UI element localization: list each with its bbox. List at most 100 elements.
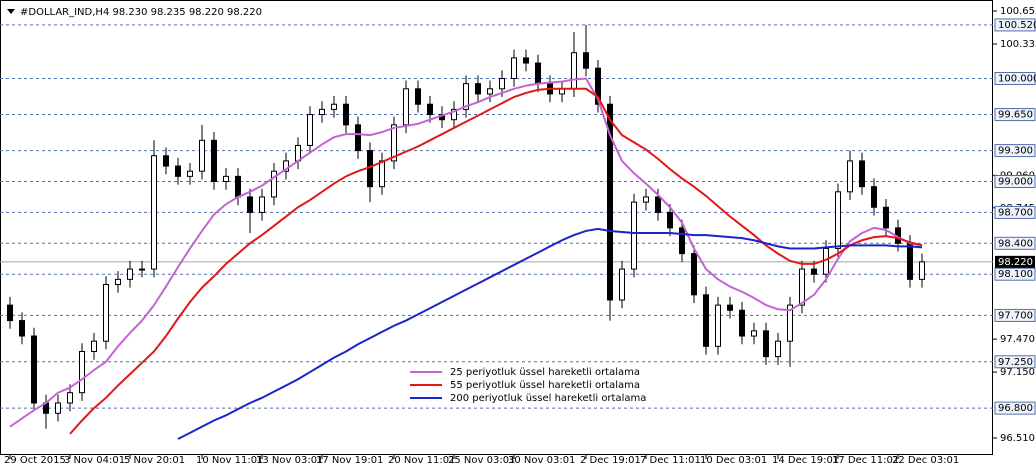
candle-body (199, 139, 205, 172)
candle-body (571, 52, 577, 90)
level-label-box (994, 18, 1036, 32)
candle-body (583, 52, 589, 69)
candle-body (835, 191, 841, 249)
level-label: 99.650 (998, 110, 1033, 121)
level-label: 97.250 (998, 357, 1033, 368)
candle-body (283, 160, 289, 172)
candle-body (403, 88, 409, 126)
ma-line (69, 87, 923, 435)
level-label-box (994, 308, 1036, 322)
x-tick-label: 5 Nov 20:01 (124, 455, 185, 466)
candle-body (355, 124, 361, 152)
candle-body (391, 124, 397, 162)
y-tick-label: 100.655 (1000, 6, 1036, 17)
candle-body (331, 103, 337, 110)
candle-body (319, 108, 325, 116)
x-tick-label: 14 Dec 19:01 (772, 455, 839, 466)
level-label-box (994, 144, 1036, 158)
candle-body (523, 57, 529, 64)
candle-body (847, 160, 853, 193)
candle-body (79, 350, 85, 394)
candle-body (379, 160, 385, 188)
candle-body (307, 114, 313, 146)
x-tick-label: 30 Nov 03:01 (508, 455, 575, 466)
candle-body (427, 103, 433, 116)
candle-body (415, 88, 421, 105)
candle-body (919, 261, 925, 280)
candle-body (151, 155, 157, 270)
marks (7, 24, 925, 440)
candle-body (619, 268, 625, 301)
candle-body (799, 268, 805, 306)
candle-body (499, 77, 505, 90)
level-label-box (994, 205, 1036, 219)
legend-label: 55 periyotluk üssel hareketli ortalama (450, 380, 640, 391)
candle-body (535, 62, 541, 85)
candle-body (871, 186, 877, 208)
candle-body (511, 57, 517, 79)
level-label: 98.100 (998, 269, 1033, 280)
candle-body (343, 103, 349, 126)
candle-body (223, 175, 229, 183)
level-label: 97.700 (998, 310, 1033, 321)
x-tick-label: 17 Dec 11:01 (832, 455, 899, 466)
candle-body (139, 268, 145, 271)
candle-body (115, 278, 121, 286)
candle-body (187, 170, 193, 177)
candle-body (127, 268, 133, 280)
x-tick-label: 13 Nov 03:01 (256, 455, 323, 466)
candle-body (643, 196, 649, 203)
level-label: 100.000 (998, 73, 1036, 84)
candle-body (67, 392, 73, 404)
candle-body (703, 294, 709, 347)
candle-body (103, 284, 109, 342)
level-label: 98.700 (998, 207, 1033, 218)
candle-body (91, 340, 97, 352)
candle-body (451, 108, 457, 121)
candle-body (163, 155, 169, 167)
candle-body (259, 196, 265, 213)
candle-body (667, 211, 673, 229)
level-label-box (994, 71, 1036, 85)
level-label: 99.300 (998, 146, 1033, 157)
candle-body (271, 170, 277, 198)
y-tick-label: 96.510 (1000, 433, 1035, 444)
x-tick-label: 29 Oct 2015 (4, 455, 66, 466)
candle-body (859, 160, 865, 188)
candle-body (763, 330, 769, 358)
level-label-box (994, 108, 1036, 122)
level-label-box (994, 175, 1036, 189)
candle-body (631, 201, 637, 270)
candle-body (607, 103, 613, 301)
x-tick-label: 7 Dec 11:01 (640, 455, 701, 466)
level-label-box (994, 267, 1036, 281)
candle-body (727, 304, 733, 311)
x-tick-label: 25 Nov 03:01 (448, 455, 515, 466)
candle-body (691, 253, 697, 296)
level-label-box (994, 401, 1036, 415)
candle-body (811, 268, 817, 275)
candle-body (463, 83, 469, 110)
ma-line (9, 77, 923, 428)
candle-body (7, 304, 13, 322)
x-tick-label: 20 Nov 11:01 (388, 455, 455, 466)
candle-body (883, 206, 889, 229)
candle-body (247, 196, 253, 213)
y-tick-label: 97.150 (1000, 367, 1035, 378)
candle-body (55, 402, 61, 414)
level-label-box (994, 236, 1036, 250)
plot-frame (0, 0, 993, 455)
menu-arrow[interactable] (7, 9, 15, 14)
candle-body (211, 139, 217, 183)
x-tick-label: 2 Dec 19:01 (580, 455, 641, 466)
candle-body (775, 340, 781, 358)
candle-body (655, 196, 661, 213)
x-tick-label: 10 Dec 03:01 (700, 455, 767, 466)
candle-body (595, 67, 601, 105)
level-label: 99.000 (998, 177, 1033, 188)
last-price-label: 98.220 (998, 257, 1033, 268)
candle-body (19, 320, 25, 337)
candle-body (31, 335, 37, 404)
level-label: 98.400 (998, 238, 1033, 249)
